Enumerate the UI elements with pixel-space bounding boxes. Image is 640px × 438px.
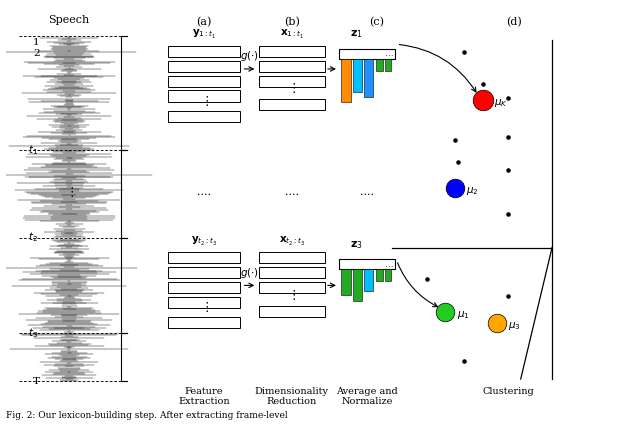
Bar [339, 49, 396, 59]
Bar [168, 252, 240, 264]
Bar [339, 259, 396, 269]
Bar [259, 76, 324, 87]
Text: $\mathbf{y}_{1:t_1}$: $\mathbf{y}_{1:t_1}$ [192, 28, 216, 41]
Bar [259, 306, 324, 317]
Bar [168, 91, 240, 102]
Bar [259, 252, 324, 264]
Bar [168, 111, 240, 122]
Point [492, 320, 502, 327]
Text: $t_3$: $t_3$ [28, 326, 38, 340]
Text: Average and
Normalize: Average and Normalize [336, 387, 398, 406]
Bar [168, 46, 240, 57]
Bar [376, 269, 383, 281]
Bar [341, 269, 351, 295]
Text: $\mu_2$: $\mu_2$ [466, 184, 479, 197]
Text: ...: ... [385, 260, 394, 269]
Text: $\mathbf{y}_{t_2:t_3}$: $\mathbf{y}_{t_2:t_3}$ [191, 235, 217, 248]
Text: (d): (d) [506, 17, 522, 28]
Point [478, 96, 488, 103]
Bar [168, 76, 240, 87]
Bar [168, 282, 240, 293]
Bar [376, 59, 383, 71]
Text: $\mathbf{x}_{t_2:t_3}$: $\mathbf{x}_{t_2:t_3}$ [279, 235, 305, 248]
Bar [353, 269, 362, 301]
Text: $g(\cdot)$: $g(\cdot)$ [240, 49, 259, 64]
Text: (a): (a) [196, 17, 212, 28]
Bar [168, 267, 240, 278]
Text: ....: .... [285, 187, 299, 197]
Bar [353, 59, 362, 92]
Bar [364, 269, 373, 291]
Text: $\mu_K$: $\mu_K$ [494, 97, 508, 109]
Bar [364, 59, 373, 97]
Text: $g(\cdot)$: $g(\cdot)$ [240, 266, 259, 280]
Text: $\vdots$: $\vdots$ [65, 185, 74, 199]
Bar [259, 267, 324, 278]
Text: (c): (c) [369, 17, 384, 28]
Text: Clustering: Clustering [483, 387, 534, 396]
Text: Feature
Extraction: Feature Extraction [178, 387, 230, 406]
Text: Fig. 2: Our lexicon-building step. After extracting frame-level: Fig. 2: Our lexicon-building step. After… [6, 411, 288, 420]
Point [440, 309, 451, 316]
Text: $\mathbf{z}_1$: $\mathbf{z}_1$ [350, 28, 363, 40]
Text: T: T [33, 377, 40, 385]
Text: $\mathbf{x}_{1:t_1}$: $\mathbf{x}_{1:t_1}$ [280, 28, 304, 41]
Text: ....: .... [360, 187, 374, 197]
Text: (b): (b) [284, 17, 300, 28]
Text: ...: ... [385, 49, 394, 58]
Bar [385, 59, 391, 71]
Text: Dimensionality
Reduction: Dimensionality Reduction [255, 387, 329, 406]
Text: $\mu_1$: $\mu_1$ [457, 309, 470, 321]
Text: $t_1$: $t_1$ [28, 143, 38, 157]
Bar [168, 297, 240, 308]
Text: 1: 1 [33, 38, 40, 47]
Bar [259, 61, 324, 72]
Text: ....: .... [197, 187, 211, 197]
Bar [168, 317, 240, 328]
Text: 2: 2 [33, 49, 40, 57]
Bar [259, 99, 324, 110]
Text: $\mu_3$: $\mu_3$ [508, 320, 521, 332]
Bar [259, 46, 324, 57]
Bar [385, 269, 391, 281]
Text: $t_2$: $t_2$ [28, 231, 38, 244]
Text: Speech: Speech [49, 15, 90, 25]
Text: $\vdots$: $\vdots$ [287, 81, 296, 95]
Bar [341, 59, 351, 102]
Bar [259, 282, 324, 293]
Text: $\mathbf{z}_3$: $\mathbf{z}_3$ [350, 240, 363, 251]
Text: $\vdots$: $\vdots$ [200, 300, 209, 314]
Text: $\vdots$: $\vdots$ [287, 288, 296, 302]
Bar [168, 61, 240, 72]
Point [450, 184, 460, 191]
Text: $\vdots$: $\vdots$ [200, 94, 209, 108]
